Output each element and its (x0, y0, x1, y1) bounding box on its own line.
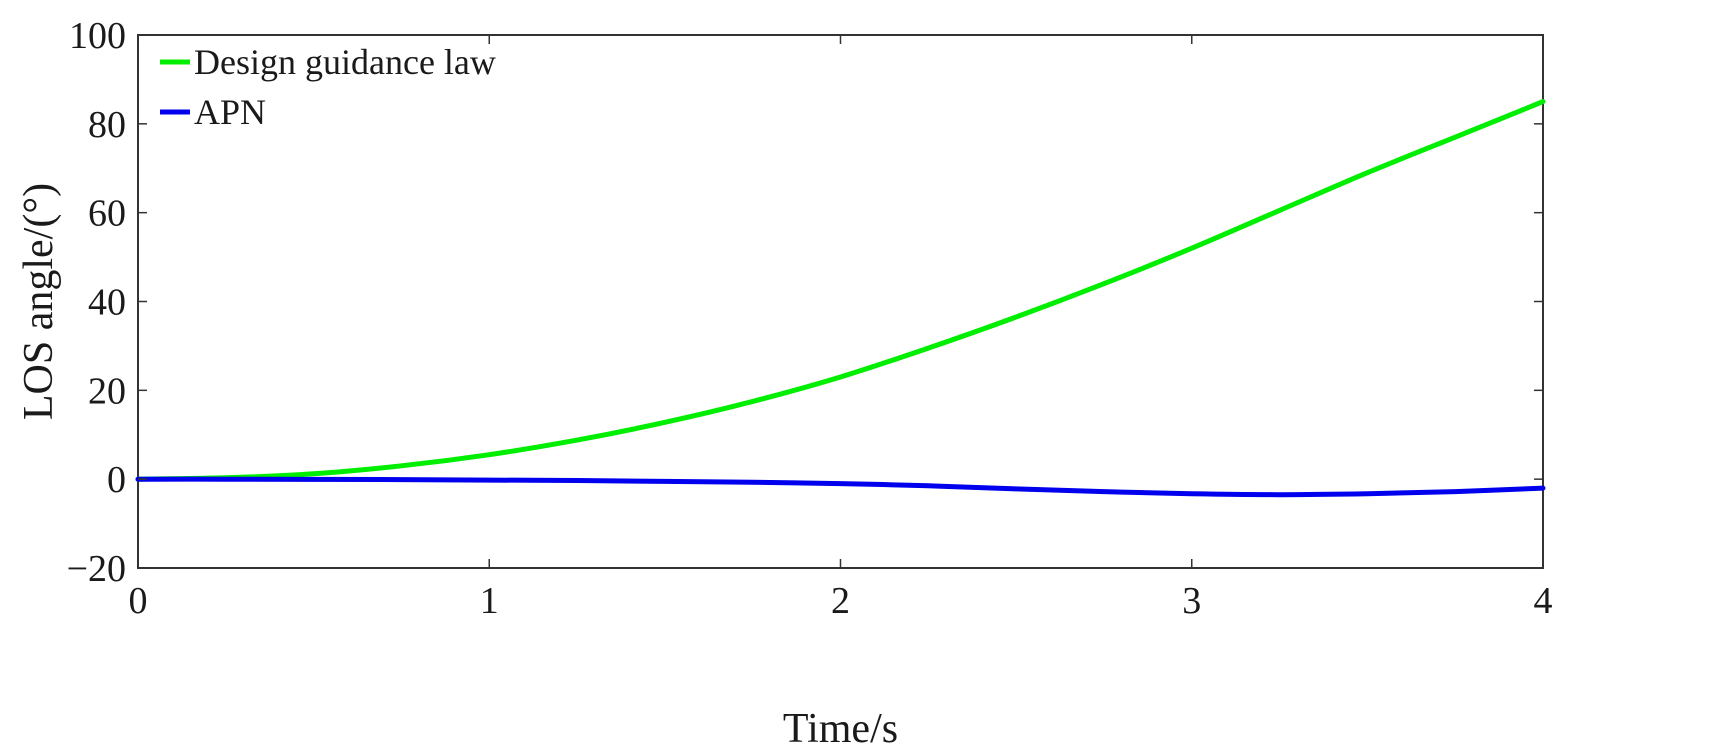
x-tick-label: 2 (831, 580, 850, 622)
series-layer (135, 99, 1546, 498)
y-axis-title: LOS angle/(°) (16, 183, 62, 420)
y-tick-label: 0 (107, 459, 126, 501)
legend-label-apn: APN (194, 92, 266, 132)
y-tick-label: 20 (88, 370, 126, 412)
x-tick-label: 3 (1182, 580, 1201, 622)
series-line-apn (135, 476, 1546, 498)
y-tick-label: 80 (88, 104, 126, 146)
plot-border (137, 34, 1544, 569)
legend: Design guidance law APN (160, 42, 496, 132)
y-tick-label: −20 (67, 548, 126, 590)
x-tick-label: 4 (1534, 580, 1553, 622)
plot-frame (137, 34, 1544, 569)
series-line-design-guidance-law (135, 99, 1546, 482)
y-tick-label: 40 (88, 282, 126, 324)
x-tick-label: 1 (480, 580, 499, 622)
x-axis-title: Time/s (783, 706, 898, 752)
y-tick-label: 60 (88, 193, 126, 235)
legend-label-design-guidance-law: Design guidance law (194, 42, 496, 82)
x-tick-label: 0 (129, 580, 148, 622)
y-tick-label: 100 (69, 15, 126, 57)
